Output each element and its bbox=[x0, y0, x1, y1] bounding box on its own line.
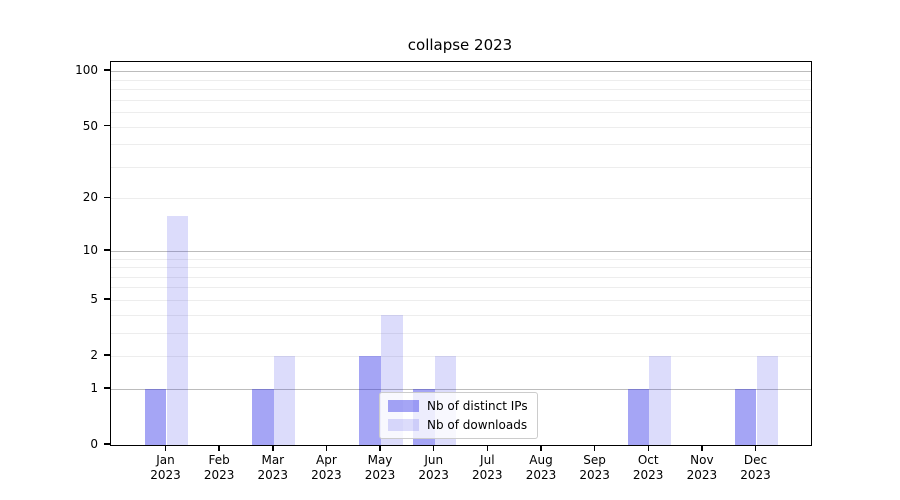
x-tick-label-oct: Oct 2023 bbox=[632, 453, 664, 482]
plot-area: Nb of distinct IPs Nb of downloads bbox=[110, 61, 812, 446]
gridline-100 bbox=[111, 71, 811, 73]
gridline-8 bbox=[111, 267, 811, 268]
y-tick-label: 5 bbox=[90, 291, 98, 306]
x-tick-mark bbox=[325, 445, 328, 451]
y-tick-mark bbox=[104, 124, 110, 127]
y-tick-label: 0 bbox=[90, 437, 98, 451]
x-tick-label-jul: Jul 2023 bbox=[472, 453, 503, 482]
gridline-9 bbox=[111, 258, 811, 260]
y-tick-label: 1 bbox=[90, 380, 98, 395]
x-tick-mark bbox=[486, 445, 489, 451]
y-tick-mark bbox=[104, 249, 110, 251]
x-tick-label-jan: Jan 2023 bbox=[150, 453, 181, 482]
y-tick-label: 50 bbox=[82, 118, 98, 133]
x-tick-mark bbox=[701, 445, 703, 451]
y-tick-mark bbox=[104, 298, 110, 300]
bar-nb-of-downloads-dec bbox=[756, 356, 779, 445]
legend-swatch bbox=[388, 400, 419, 412]
gridline-2 bbox=[111, 356, 811, 357]
gridline-7 bbox=[111, 276, 811, 278]
gridline-4 bbox=[111, 314, 811, 316]
y-tick-label: 20 bbox=[82, 190, 98, 205]
x-tick-mark bbox=[432, 445, 435, 451]
gridline-70 bbox=[111, 99, 811, 101]
legend-item: Nb of downloads bbox=[388, 417, 528, 433]
y-tick-mark bbox=[104, 196, 110, 199]
gridline-50 bbox=[111, 126, 811, 128]
legend-label: Nb of distinct IPs bbox=[427, 399, 528, 413]
y-tick-mark bbox=[104, 354, 110, 356]
x-tick-mark bbox=[218, 445, 220, 451]
y-tick-label: 100 bbox=[75, 63, 98, 78]
x-tick-mark bbox=[647, 445, 649, 451]
x-tick-mark bbox=[540, 445, 542, 451]
gridline-60 bbox=[111, 111, 811, 113]
gridline-3 bbox=[111, 332, 811, 334]
gridline-20 bbox=[111, 198, 811, 200]
x-tick-label-jun: Jun 2023 bbox=[418, 453, 449, 482]
x-tick-label-mar: Mar 2023 bbox=[257, 453, 289, 482]
x-tick-mark bbox=[379, 445, 381, 451]
gridline-5 bbox=[111, 299, 811, 301]
bar-nb-of-downloads-mar bbox=[273, 356, 296, 445]
y-tick-mark bbox=[104, 443, 110, 445]
x-tick-label-aug: Aug 2023 bbox=[525, 453, 557, 482]
x-tick-mark bbox=[272, 445, 274, 451]
gridline-1 bbox=[111, 388, 811, 390]
y-tick-mark bbox=[104, 387, 110, 389]
legend: Nb of distinct IPs Nb of downloads bbox=[379, 392, 538, 439]
y-tick-label: 10 bbox=[82, 242, 98, 257]
legend-swatch bbox=[388, 419, 419, 431]
legend-label: Nb of downloads bbox=[427, 418, 528, 432]
bar-nb-of-distinct-ips-jan bbox=[144, 388, 167, 445]
legend-item: Nb of distinct IPs bbox=[388, 398, 528, 414]
x-tick-label-apr: Apr 2023 bbox=[311, 453, 342, 482]
chart-title: collapse 2023 bbox=[407, 36, 513, 54]
gridline-6 bbox=[111, 287, 811, 289]
bar-nb-of-downloads-oct bbox=[649, 356, 671, 445]
bar-nb-of-distinct-ips-may bbox=[359, 356, 381, 445]
x-tick-mark bbox=[164, 445, 167, 451]
x-tick-label-sep: Sep 2023 bbox=[579, 453, 610, 482]
x-tick-mark bbox=[593, 445, 596, 451]
bar-nb-of-distinct-ips-oct bbox=[627, 388, 650, 445]
gridline-40 bbox=[111, 144, 811, 146]
gridline-90 bbox=[111, 79, 811, 81]
bar-nb-of-distinct-ips-mar bbox=[252, 388, 274, 445]
x-tick-label-dec: Dec 2023 bbox=[740, 453, 771, 482]
gridline-30 bbox=[111, 166, 811, 168]
y-tick-label: 2 bbox=[90, 348, 98, 362]
x-tick-mark bbox=[754, 445, 757, 451]
x-tick-label-may: May 2023 bbox=[364, 453, 396, 482]
bar-nb-of-distinct-ips-dec bbox=[734, 388, 757, 445]
y-tick-mark bbox=[104, 69, 110, 71]
x-tick-label-nov: Nov 2023 bbox=[686, 453, 718, 482]
gridline-80 bbox=[111, 89, 811, 90]
bar-nb-of-downloads-jan bbox=[166, 215, 189, 445]
x-tick-label-feb: Feb 2023 bbox=[203, 453, 235, 482]
gridline-10 bbox=[111, 250, 811, 252]
